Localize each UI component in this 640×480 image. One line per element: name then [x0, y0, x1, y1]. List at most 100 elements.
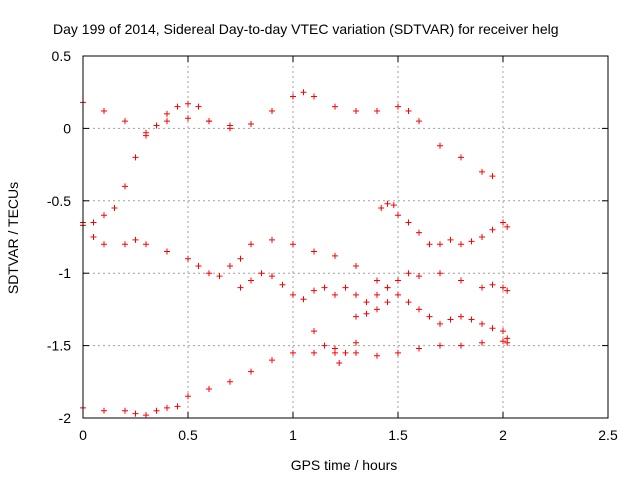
data-point [447, 236, 454, 243]
data-point [206, 386, 212, 393]
data-point [332, 103, 338, 110]
data-point [311, 93, 317, 100]
data-point [311, 248, 317, 255]
data-point [405, 108, 412, 115]
data-point [248, 241, 254, 248]
data-point [185, 255, 191, 262]
x-tick-label: 1.5 [388, 427, 408, 443]
data-point [311, 349, 317, 356]
data-point [416, 118, 422, 125]
data-point [458, 313, 464, 320]
data-point [374, 291, 380, 298]
x-tick-label: 2.5 [598, 427, 618, 443]
data-point [458, 154, 464, 161]
y-tick-label: -1 [59, 265, 72, 281]
data-point [90, 219, 97, 226]
data-point [489, 226, 496, 233]
data-point [374, 306, 380, 313]
data-point [405, 219, 412, 226]
series-track-4 [378, 200, 511, 248]
data-point [185, 100, 191, 107]
data-point [321, 342, 328, 349]
data-point [489, 173, 496, 180]
data-point [332, 349, 338, 356]
data-point [500, 284, 506, 291]
data-point [500, 328, 506, 335]
data-point [374, 277, 380, 284]
data-point [374, 352, 380, 359]
data-point [164, 110, 170, 117]
x-tick-label: 0 [79, 427, 87, 443]
data-point [395, 349, 401, 356]
data-point [504, 339, 511, 346]
data-point [489, 281, 496, 288]
data-point [132, 410, 139, 417]
y-tick-label: 0 [63, 120, 71, 136]
data-point [390, 202, 397, 209]
series-track-6 [353, 270, 511, 320]
data-point [153, 122, 160, 129]
data-point [395, 103, 401, 110]
data-point [363, 310, 370, 317]
data-point [111, 205, 118, 212]
data-point [185, 393, 191, 400]
data-point [321, 284, 328, 291]
series-track-5 [237, 270, 511, 342]
data-point [195, 103, 202, 110]
grid [83, 56, 608, 418]
data-point [479, 168, 485, 175]
x-axis-title: GPS time / hours [291, 457, 398, 473]
data-point [311, 287, 317, 294]
data-point [290, 349, 296, 356]
data-point [353, 349, 359, 356]
x-tick-label: 2 [499, 427, 507, 443]
data-point [174, 403, 181, 410]
data-point [269, 273, 275, 280]
data-point [468, 238, 475, 245]
data-point [363, 299, 370, 306]
data-point [416, 229, 422, 236]
data-point [300, 89, 307, 96]
data-point [269, 357, 275, 364]
data-point [416, 273, 422, 280]
data-point [143, 132, 149, 139]
data-point [500, 219, 506, 226]
data-point [384, 299, 391, 306]
data-point [437, 142, 443, 149]
data-point [290, 241, 296, 248]
data-point [122, 407, 128, 414]
data-point [279, 281, 286, 288]
data-point [332, 291, 338, 298]
data-point [395, 212, 401, 219]
x-tick-label: 0.5 [178, 427, 198, 443]
data-point [426, 313, 433, 320]
x-tick-label: 1 [289, 427, 297, 443]
data-point [164, 404, 170, 411]
data-point [122, 118, 128, 125]
data-point [269, 236, 275, 243]
y-tick-label: -1.5 [47, 338, 71, 354]
chart-title: Day 199 of 2014, Sidereal Day-to-day VTE… [53, 21, 559, 37]
data-point [458, 342, 464, 349]
data-point [437, 320, 443, 327]
data-point [300, 296, 307, 303]
series-track-7 [80, 338, 511, 419]
data-point [353, 262, 359, 269]
data-point [227, 262, 233, 269]
data-point [143, 241, 149, 248]
data-point [437, 342, 443, 349]
data-point [227, 122, 233, 129]
data-point [458, 277, 464, 284]
series-track-8 [311, 328, 359, 366]
data-point [437, 241, 443, 248]
series-track-2 [80, 115, 233, 229]
data-point [342, 284, 349, 291]
plot-frame [82, 55, 609, 419]
data-point [479, 234, 485, 240]
data-point [258, 270, 265, 277]
data-point [342, 349, 349, 356]
data-point [153, 407, 160, 414]
data-point [426, 241, 433, 248]
data-point [405, 270, 412, 277]
